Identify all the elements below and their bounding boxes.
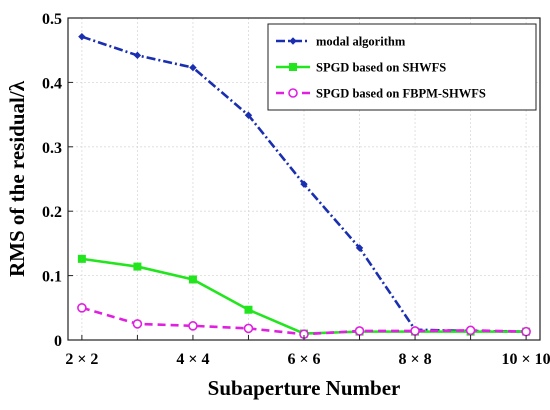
y-axis-label: RMS of the residual/λ [5,80,29,277]
data-point [244,305,253,314]
legend-label: modal algorithm [316,35,406,49]
data-point [133,262,142,271]
legend-entry-spgd-shwfs: SPGD based on SHWFS [276,61,446,75]
legend-label: SPGD based on FBPM-SHWFS [316,87,486,101]
legend-swatch-marker [289,37,297,45]
x-tick-label: 2 × 2 [65,351,98,368]
series-layer [77,32,531,340]
data-point [521,326,531,337]
legend-entry-modal-algorithm: modal algorithm [276,35,406,49]
legend-swatch-marker [288,88,298,98]
x-tick-label: 10 × 10 [502,351,550,368]
data-point [78,32,86,41]
data-point [410,326,420,336]
x-axis-label: Subaperture Number [208,376,401,400]
y-tick-label: 0.1 [42,269,62,286]
legend-entry-spgd-fbpm-shwfs: SPGD based on FBPM-SHWFS [276,87,486,101]
y-tick-label: 0 [54,333,62,350]
legend-swatch-marker [289,63,297,71]
data-point [77,254,86,263]
data-point [188,321,198,331]
y-tick-label: 0.5 [42,11,62,28]
axis-ticks: 0 0.1 0.2 0.3 0.4 0.5 2 × 2 4 × 4 6 × 6 8 × 8 10 ×… [42,11,550,368]
data-point [188,275,197,284]
legend: modal algorithm SPGD based on SHWFS SPGD… [267,23,537,111]
y-tick-label: 0.4 [42,75,62,92]
data-point [244,111,253,119]
data-point [355,244,364,252]
data-point [354,326,365,336]
x-tick-label: 4 × 4 [176,351,209,368]
data-point [465,325,476,336]
data-point [77,302,87,313]
y-tick-label: 0.2 [42,204,62,221]
data-point [133,51,142,60]
x-tick-label: 6 × 6 [287,351,320,368]
legend-box [267,23,537,111]
data-point [300,180,308,188]
data-point [132,319,143,329]
legend-label: SPGD based on SHWFS [316,61,446,75]
x-tick-label: 8 × 8 [398,351,431,368]
data-point [189,63,197,72]
series-2 [77,302,531,340]
data-point [243,323,254,334]
y-tick-label: 0.3 [42,140,62,157]
